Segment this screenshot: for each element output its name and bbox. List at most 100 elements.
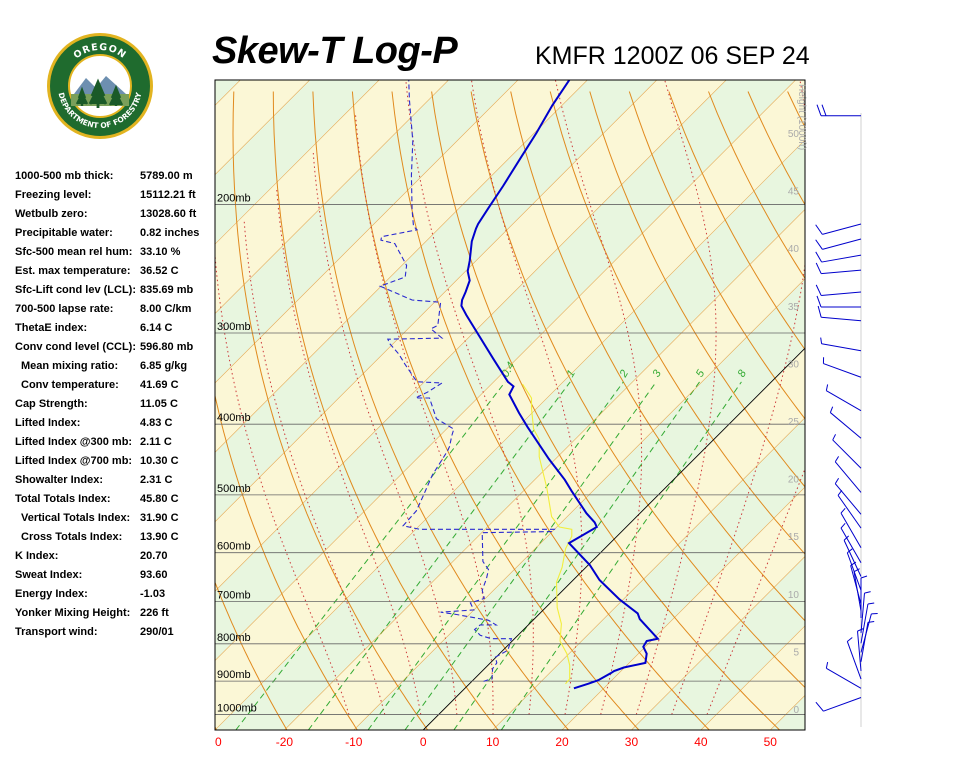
mixing-ratio-line [404,381,657,730]
mixing-ratio-line [500,381,742,730]
index-label: Cross Totals Index: [21,531,123,543]
wind-barb [815,238,862,250]
index-label: Conv temperature: [21,379,119,391]
index-value: 8.00 C/km [140,303,192,315]
index-label: Yonker Mixing Height: [15,607,131,619]
index-label: Total Totals Index: [15,493,111,505]
index-value: 226 ft [140,607,169,619]
oregon-forestry-logo: OREGON DEPARTMENT OF FORESTRY [47,33,153,139]
dry-adiabat [470,91,805,689]
pressure-label: 600mb [217,541,251,553]
wind-barb [832,434,862,469]
temperature-line [460,80,660,690]
wind-barb [815,697,862,712]
moist-adiabat [671,80,805,715]
index-label: Lifted Index: [15,417,81,429]
index-label: Est. max temperature: [15,265,131,277]
index-value: 93.60 [140,569,168,581]
dry-adiabat [628,91,805,420]
height-tick-label: 15 [788,532,800,543]
dry-adiabat [549,91,805,555]
temperature-band [215,80,805,730]
index-value: 4.83 C [140,417,173,429]
index-value: 2.31 C [140,474,173,486]
index-label: K Index: [15,550,59,562]
dry-adiabat [431,91,780,730]
index-value: -1.03 [140,588,166,600]
height-tick-label: 5 [793,647,799,658]
index-value: 13028.60 ft [140,208,197,220]
height-tick-label: 30 [788,359,800,370]
plot-area: 0.412358 [0,80,960,731]
wind-barb [860,613,878,653]
wind-barb [860,591,871,634]
height-tick-label: 25 [788,417,800,428]
index-value: 2.11 C [140,436,172,448]
mixing-ratio-line [307,381,571,730]
index-value: 6.85 g/kg [140,360,188,372]
wind-barb [820,337,862,352]
wind-barb [860,602,875,644]
isotherm [353,278,805,730]
index-label: Conv cond level (CCL): [15,341,137,353]
dry-adiabat [391,91,710,730]
index-label: Sfc-500 mean rel hum: [15,246,133,258]
isotherm [215,80,588,453]
dry-adiabat [272,91,499,730]
chart-title: Skew-T Log-P [212,30,458,72]
dry-adiabat [668,91,805,351]
temperature-tick-label: 30 [625,735,639,749]
moist-adiabat [243,219,386,715]
dry-adiabat [827,92,960,731]
index-label: Vertical Totals Index: [21,512,131,524]
dry-adiabat [232,91,429,730]
pressure-label: 1000mb [217,703,257,715]
dry-adiabat [906,92,960,731]
index-label: Showalter Index: [15,474,104,486]
wind-barb [834,478,862,515]
isotherm [492,417,805,730]
dry-adiabat [510,91,805,622]
height-tick-label: 0 [793,705,799,716]
index-label: Sfc-Lift cond lev (LCL): [15,284,136,296]
index-value: 13.90 C [140,531,179,543]
wind-barb [817,305,862,322]
index-value: 41.69 C [140,379,179,391]
height-axis-label: Height (1000ft) [796,84,807,150]
index-label: 700-500 lapse rate: [15,303,114,315]
index-label: Lifted Index @700 mb: [15,455,133,467]
dry-adiabat [215,580,288,730]
dry-adiabat [946,92,960,731]
pressure-label: 500mb [217,483,251,495]
wind-barb [840,508,862,548]
wind-barb [822,357,862,378]
temperature-tick-label: 40 [694,735,708,749]
dry-adiabat [0,92,5,731]
wind-barb [815,262,862,275]
wind-barb [860,575,868,618]
mixing-ratio-line [367,381,624,730]
pressure-label: 800mb [217,632,251,644]
index-value: 6.14 C [140,322,173,334]
index-value: 10.30 C [140,455,179,467]
index-label: Transport wind: [15,626,98,638]
isotherm [284,208,805,730]
temperature-tick-label: -10 [345,735,363,749]
index-value: 20.70 [140,550,168,562]
wind-barb [834,456,862,493]
index-value: 290/01 [140,626,174,638]
index-value: 11.05 C [140,398,178,410]
wind-barb [837,489,862,529]
height-tick-label: 50 [788,129,800,140]
moist-adiabat [405,80,534,715]
temperature-tick-label: 0 [420,735,427,749]
dry-adiabat [312,91,569,730]
wind-barb [815,284,862,296]
isotherm [215,139,805,730]
pressure-label: 200mb [217,193,251,205]
index-label: Sweat Index: [15,569,83,581]
height-tick-label: 20 [788,475,800,486]
mixing-ratio-line [235,381,506,730]
index-value: 835.69 mb [140,284,194,296]
